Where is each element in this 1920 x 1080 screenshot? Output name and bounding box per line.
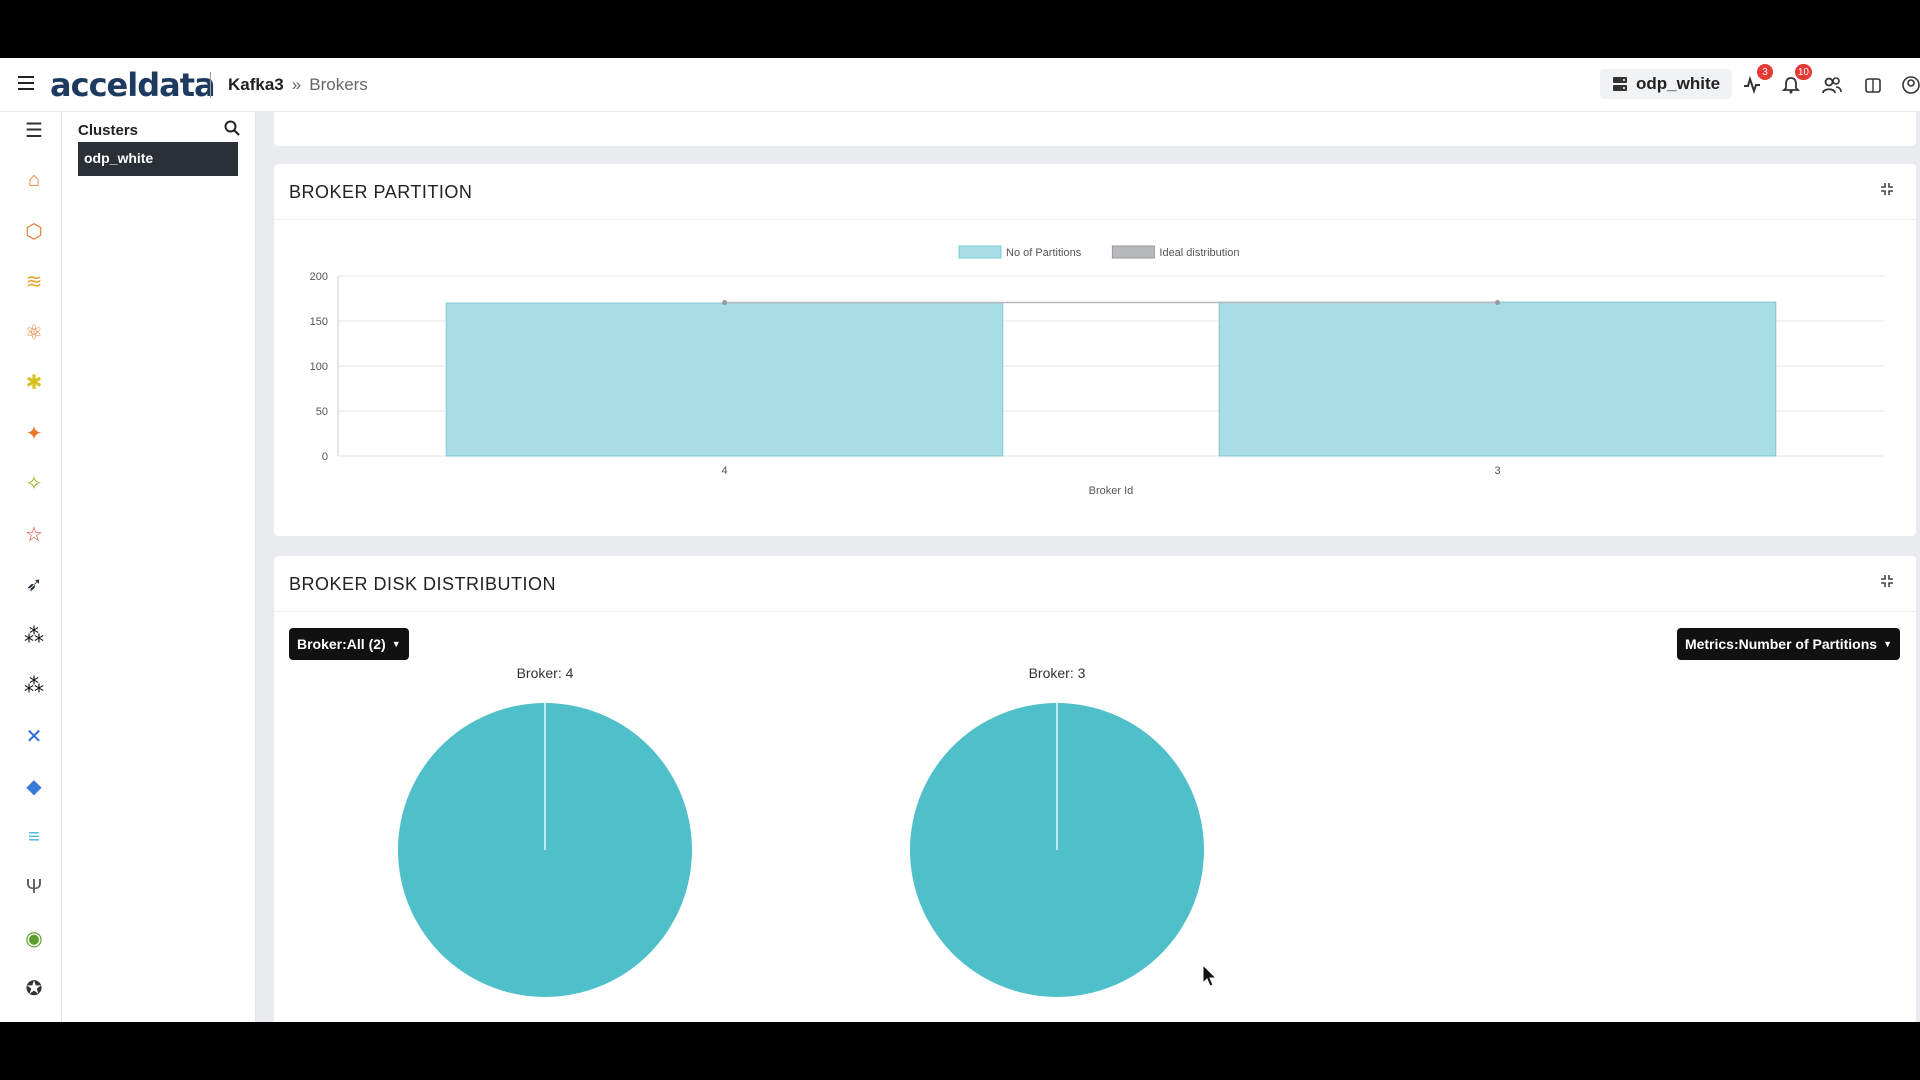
kafka-alt-icon[interactable]: ⁂: [24, 675, 44, 697]
y-tick-label: 200: [310, 271, 328, 283]
broker-partition-title: BROKER PARTITION: [289, 182, 473, 202]
legend-swatch: [958, 245, 1002, 259]
airflow-icon[interactable]: ✕: [25, 725, 43, 748]
collapse-icon[interactable]: [1880, 182, 1894, 196]
y-tick-label: 150: [310, 316, 328, 328]
clusters-panel: Clusters odp_white: [62, 112, 256, 1022]
spark-icon[interactable]: ☆: [25, 523, 43, 546]
breadcrumb-separator: »: [291, 75, 302, 94]
chart-legend: No of Partitions Ideal distribution: [958, 245, 1240, 259]
metrics-filter-label: Metrics:Number of Partitions: [1684, 636, 1878, 652]
top-bar: acceldata Kafka3 » Brokers odp_white 3 10: [0, 58, 1920, 112]
breadcrumb-root[interactable]: Kafka3: [228, 75, 284, 94]
logo-divider: [210, 72, 211, 98]
broker-disk-title: BROKER DISK DISTRIBUTION: [289, 574, 557, 594]
ideal-distribution-point[interactable]: [722, 300, 727, 306]
alerts-icon[interactable]: 3: [1741, 64, 1773, 96]
previous-card: [274, 112, 1916, 146]
legend-label: Ideal distribution: [1159, 247, 1239, 259]
pie-title: Broker: 3: [1029, 665, 1086, 681]
hierarchy-icon[interactable]: ⚛: [25, 321, 43, 344]
broker-disk-card: BROKER DISK DISTRIBUTION Broker:All (2) ▼…: [274, 556, 1916, 1022]
notifications-badge: 10: [1794, 64, 1812, 80]
metrics-filter-dropdown[interactable]: Metrics:Number of Partitions ▼: [1676, 628, 1900, 660]
bar-broker-3[interactable]: [1218, 301, 1777, 457]
cluster-name: odp_white: [1636, 74, 1721, 93]
yarn-icon[interactable]: ✧: [25, 473, 43, 495]
hive-icon[interactable]: ✦: [25, 422, 43, 445]
breadcrumb-current: Brokers: [309, 75, 368, 94]
search-icon[interactable]: [224, 120, 240, 136]
zookeeper-icon[interactable]: ◆: [26, 776, 42, 798]
menu-icon[interactable]: [18, 76, 34, 90]
y-tick-label: 50: [316, 406, 328, 418]
home-icon[interactable]: ⌂: [27, 169, 41, 191]
x-axis-label: Broker Id: [1089, 485, 1134, 497]
mouse-cursor-icon: [1202, 964, 1218, 987]
caret-down-icon: ▼: [1883, 639, 1892, 649]
ranger-icon[interactable]: Ψ: [25, 876, 43, 898]
cube-icon[interactable]: ⬡: [25, 220, 43, 243]
clusters-title: Clusters: [78, 122, 139, 139]
ideal-distribution-point[interactable]: [1495, 300, 1500, 306]
pie-title: Broker: 4: [517, 665, 574, 681]
calendar-icon[interactable]: [1862, 74, 1884, 96]
cluster-selector[interactable]: odp_white: [1600, 69, 1733, 99]
broker-partition-card: BROKER PARTITION No of Partitions Ideal d…: [274, 164, 1916, 536]
broker-filter-label: Broker:All (2): [297, 636, 386, 652]
cluster-item-odp-white[interactable]: odp_white: [78, 142, 238, 176]
profile-icon[interactable]: [1900, 74, 1920, 96]
nifi-icon[interactable]: ≡: [28, 825, 40, 848]
broker-partition-chart: No of Partitions Ideal distribution 0 50 100…: [310, 245, 1884, 497]
collapse-icon[interactable]: [1880, 574, 1894, 588]
layers-icon[interactable]: ≋: [25, 271, 43, 293]
y-tick-label: 0: [322, 451, 328, 463]
users-icon[interactable]: [1821, 74, 1843, 96]
app-nav-rail: ☰⌂⬡≋⚛✱✦✧☆➶⁂⁂✕◆≡Ψ◉✪▤: [0, 112, 62, 1022]
card-divider: [274, 219, 1916, 220]
caret-down-icon: ▼: [391, 639, 401, 649]
app-logo[interactable]: acceldata: [50, 66, 216, 104]
druid-icon[interactable]: ✪: [25, 978, 43, 1000]
app-screen: acceldata Kafka3» Brokers odp_white 3 10 …: [0, 58, 1920, 1022]
card-divider: [274, 611, 1916, 612]
legend-swatch: [1111, 245, 1155, 259]
y-tick-label: 100: [310, 361, 328, 373]
broker-filter-dropdown[interactable]: Broker:All (2) ▼: [289, 628, 409, 660]
kafka-icon[interactable]: ⁂: [24, 624, 44, 647]
alerts-badge: 3: [1757, 64, 1773, 80]
bar-broker-4[interactable]: [445, 302, 1004, 457]
impala-icon[interactable]: ➶: [25, 574, 43, 596]
broker-disk-pies: Broker: 4 Broker: 3: [398, 665, 1204, 997]
database-icon[interactable]: ☰: [25, 119, 43, 142]
hbase-icon[interactable]: ◉: [25, 927, 43, 950]
legend-label: No of Partitions: [1006, 247, 1082, 259]
hadoop-icon[interactable]: ✱: [25, 372, 43, 394]
x-tick-label: 4: [721, 465, 727, 477]
server-icon: [1613, 77, 1627, 91]
breadcrumb: Kafka3 » Brokers: [228, 75, 368, 95]
x-tick-label: 3: [1494, 465, 1500, 477]
bell-icon[interactable]: 10: [1780, 64, 1812, 96]
